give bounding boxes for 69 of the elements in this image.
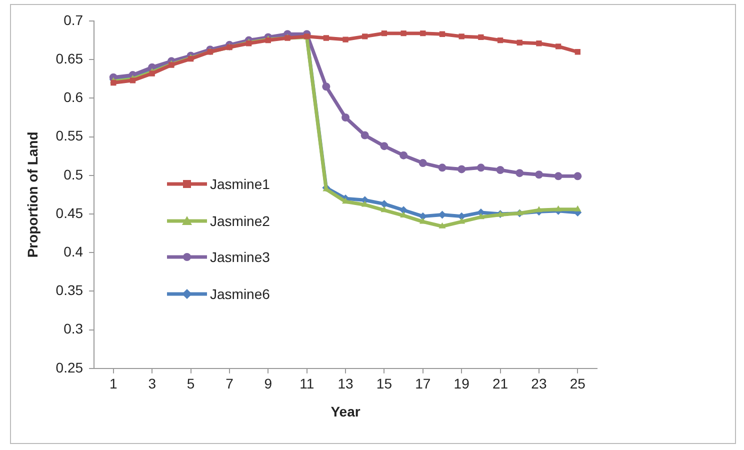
point <box>534 170 543 179</box>
point <box>342 36 348 42</box>
point <box>439 31 446 37</box>
point <box>400 30 406 36</box>
point <box>555 44 562 50</box>
x-tick-label: 9 <box>264 376 272 392</box>
point <box>438 164 446 172</box>
legend-label: Jasmine2 <box>210 212 270 228</box>
y-tick-label: 0.4 <box>64 243 84 260</box>
point <box>574 49 580 55</box>
point <box>554 172 562 180</box>
y-tick-label: 0.7 <box>64 12 84 28</box>
point <box>516 40 522 46</box>
point <box>360 131 369 140</box>
x-tick-label: 1 <box>109 376 118 392</box>
point <box>438 222 446 228</box>
y-tick-label: 0.5 <box>64 166 84 182</box>
point <box>381 30 388 36</box>
point <box>400 206 408 214</box>
y-tick-label: 0.6 <box>64 89 84 106</box>
point <box>497 37 504 44</box>
point <box>536 40 542 46</box>
point <box>362 34 368 40</box>
point <box>496 166 504 174</box>
x-tick-label: 13 <box>338 376 354 392</box>
point <box>536 206 542 212</box>
legend-label: Jasmine6 <box>210 286 270 302</box>
point <box>516 169 524 178</box>
point <box>574 172 582 180</box>
legend-label: Jasmine3 <box>210 249 270 265</box>
point <box>342 198 349 204</box>
point <box>149 70 155 76</box>
y-tick-label: 0.55 <box>56 128 84 144</box>
y-tick-label: 0.35 <box>56 282 84 298</box>
y-tick-label: 0.25 <box>56 359 84 376</box>
point <box>476 164 485 172</box>
point <box>554 205 562 212</box>
point <box>478 34 484 40</box>
point <box>322 82 330 91</box>
point <box>574 205 582 212</box>
point <box>458 212 466 220</box>
point <box>418 159 427 168</box>
y-tick-label: 0.65 <box>56 50 84 66</box>
point <box>458 165 466 174</box>
legend-label: Jasmine1 <box>210 176 270 192</box>
point <box>380 142 388 150</box>
y-axis-title: Proportion of Land <box>24 132 40 258</box>
point <box>380 200 388 208</box>
x-tick-label: 11 <box>300 376 314 392</box>
x-tick-label: 5 <box>186 376 195 392</box>
point <box>458 34 464 40</box>
point <box>400 151 408 160</box>
point <box>342 114 350 122</box>
x-tick-label: 25 <box>570 376 586 392</box>
x-axis-title: Year <box>330 403 361 420</box>
x-tick-label: 19 <box>454 376 470 392</box>
x-tick-label: 15 <box>376 376 392 392</box>
x-tick-label: 7 <box>226 376 234 392</box>
x-tick-label: 3 <box>148 376 156 392</box>
x-tick-label: 23 <box>531 376 547 392</box>
point <box>110 80 116 86</box>
x-tick-label: 17 <box>415 376 431 392</box>
point <box>130 78 136 84</box>
point <box>418 212 427 220</box>
point <box>420 30 426 36</box>
point <box>323 35 330 41</box>
y-tick-label: 0.3 <box>64 320 84 337</box>
x-tick-label: 21 <box>492 376 508 392</box>
y-tick-label: 0.45 <box>56 204 84 221</box>
